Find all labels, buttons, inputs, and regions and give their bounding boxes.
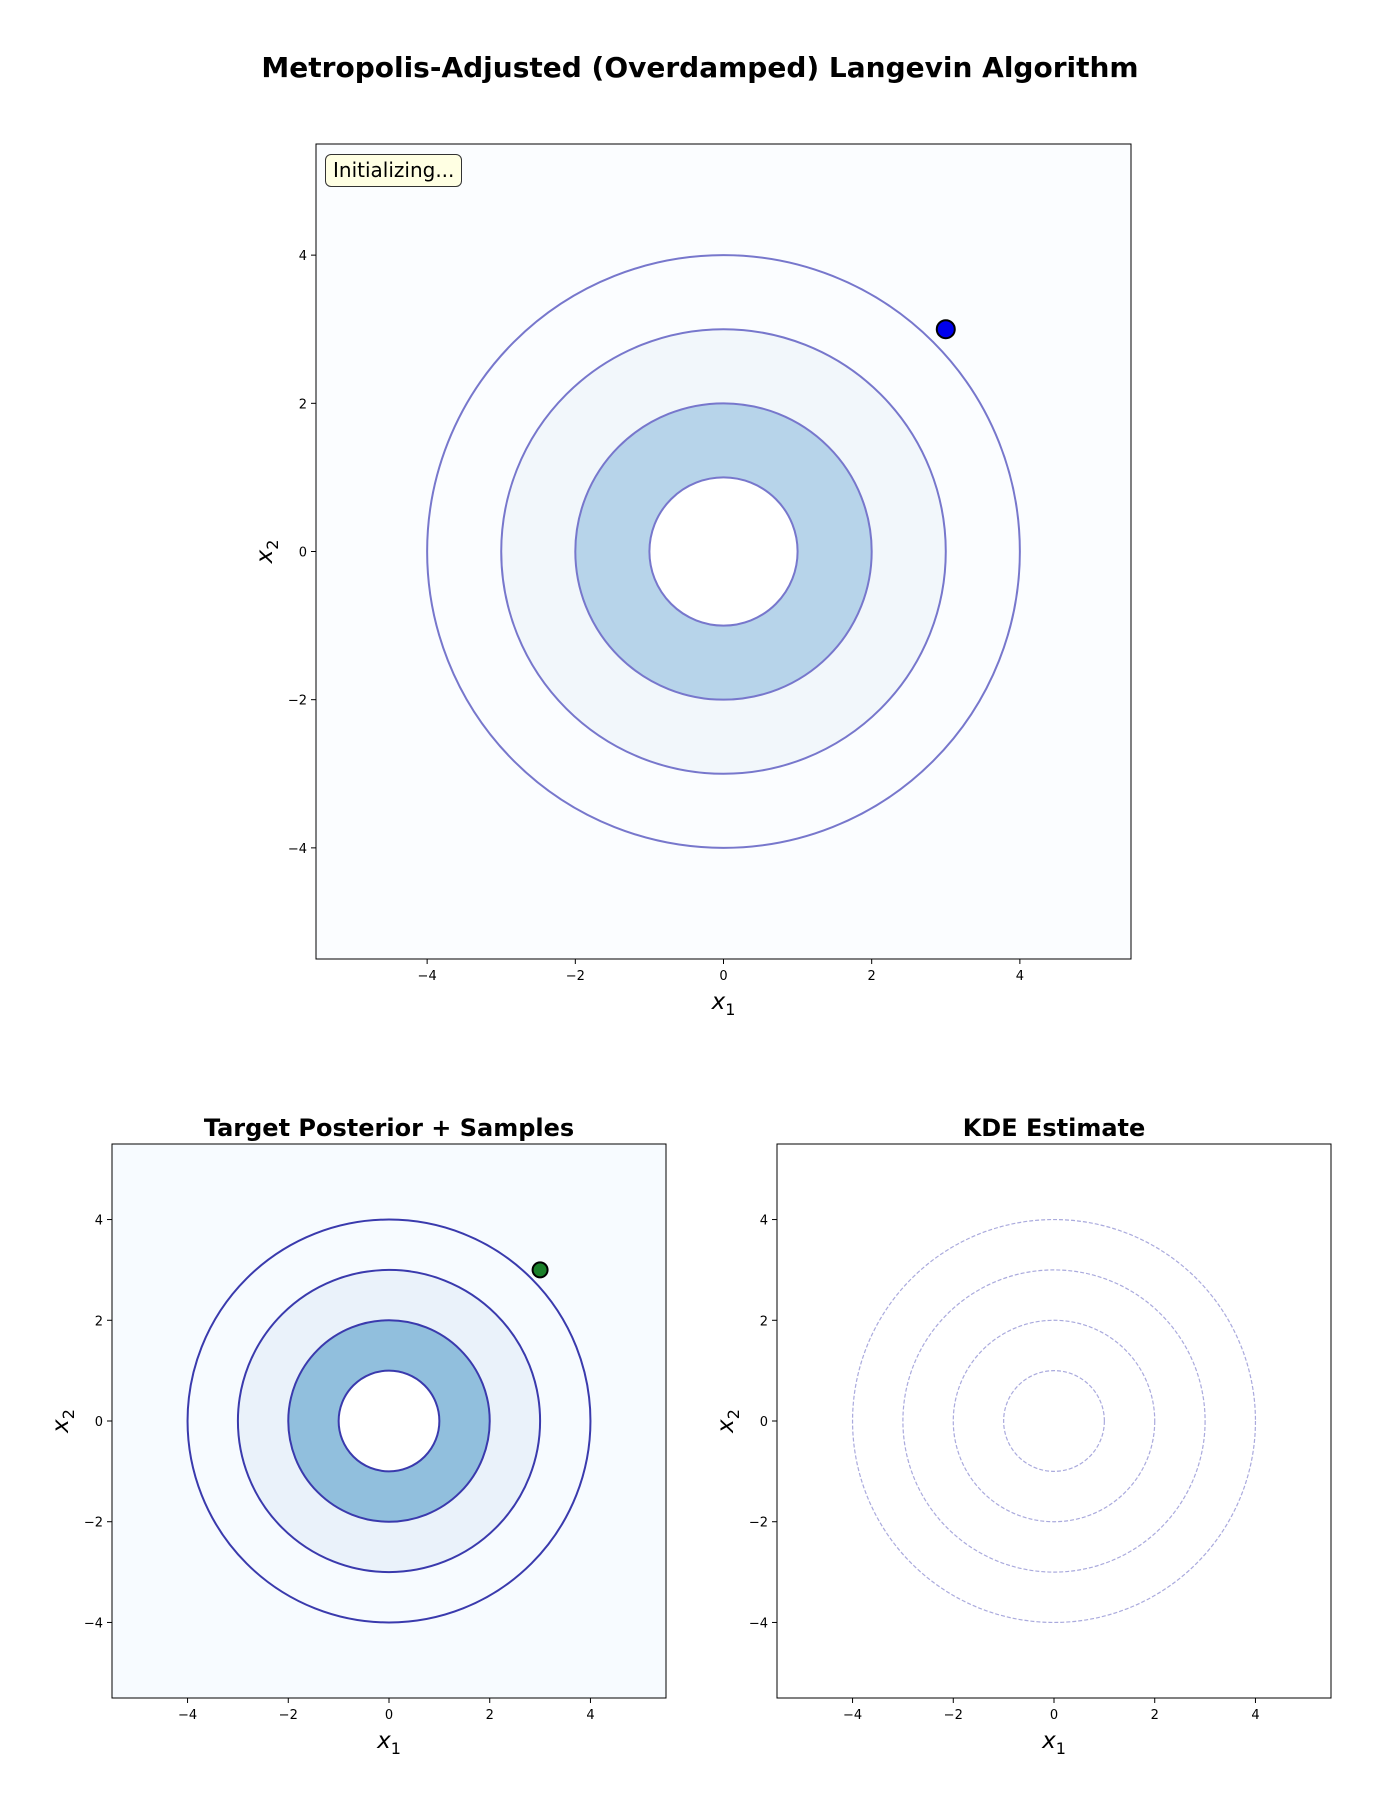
y-axis-label: x2 <box>713 1409 743 1434</box>
contour-line-r1 <box>337 1369 441 1473</box>
kde-estimate-plot: −4 −2 0 2 4 −4 −2 0 2 4 x1 x2 KDE Estimate <box>713 1114 1332 1758</box>
y-tick-label: −4 <box>84 1616 103 1631</box>
contour-fill-r1 <box>338 1370 440 1472</box>
y-tick-label: 2 <box>95 1314 103 1329</box>
y-tick-label: −4 <box>749 1616 768 1631</box>
x-tick-label: 0 <box>1050 1708 1058 1723</box>
contour-line-r4 <box>851 1218 1257 1624</box>
contour-line-r3 <box>236 1268 542 1574</box>
x-tick-label: 2 <box>868 969 876 984</box>
contour-line-r1 <box>1003 1370 1105 1472</box>
x-tick-label: −4 <box>178 1708 197 1723</box>
x-tick-label: −2 <box>279 1708 298 1723</box>
y-tick-label: 0 <box>95 1415 103 1430</box>
y-tick-label: 0 <box>299 546 307 561</box>
y-tick-label: 0 <box>760 1415 768 1430</box>
x-tick-label: −2 <box>566 969 585 984</box>
sample-point <box>531 1261 549 1279</box>
x-tick-label: 0 <box>719 969 727 984</box>
x-tick-label: 2 <box>1151 1708 1159 1723</box>
target-posterior-plot: −4 −2 0 2 4 −4 −2 0 2 4 x1 x2 Target Posterior + Sam… <box>48 1114 667 1758</box>
figure-title: Metropolis-Adjusted (Overdamped) Langevi… <box>261 51 1138 84</box>
contour-line-r4 <box>426 254 1021 849</box>
x-tick-label: 0 <box>385 1708 393 1723</box>
x-tick-label: −4 <box>418 969 437 984</box>
y-axis-label: x2 <box>252 540 282 565</box>
plot-area <box>777 1144 1331 1698</box>
x-tick-label: −2 <box>944 1708 963 1723</box>
y-tick-label: −2 <box>84 1516 103 1531</box>
x-axis-label: x1 <box>376 1728 401 1758</box>
contour-line-r4 <box>186 1218 592 1624</box>
contour-fill-r1 <box>649 477 798 626</box>
y-tick-label: −2 <box>749 1516 768 1531</box>
subplot-title: KDE Estimate <box>963 1114 1146 1142</box>
x-tick-label: 4 <box>1251 1708 1259 1723</box>
x-axis-label: x1 <box>711 989 736 1019</box>
y-tick-label: 4 <box>760 1214 768 1229</box>
y-tick-label: −4 <box>288 842 307 857</box>
contour-line-r1 <box>648 476 799 627</box>
x-tick-label: 4 <box>586 1708 594 1723</box>
main-sampler-plot: −4 −2 0 2 4 −4 −2 0 2 4 x1 x2 <box>252 143 1132 1019</box>
contour-line-r3 <box>902 1269 1206 1573</box>
x-tick-label: −4 <box>843 1708 862 1723</box>
sample-point <box>935 319 956 340</box>
y-tick-label: 2 <box>760 1314 768 1329</box>
y-tick-label: 2 <box>299 397 307 412</box>
x-axis-label: x1 <box>1041 1728 1066 1758</box>
y-tick-label: 4 <box>299 249 307 264</box>
contour-line-r3 <box>500 328 947 775</box>
x-tick-label: 2 <box>486 1708 494 1723</box>
contour-line-r2 <box>574 402 873 701</box>
y-axis-label: x2 <box>48 1409 78 1434</box>
x-tick-label: 4 <box>1016 969 1024 984</box>
status-box: Initializing... <box>325 154 463 187</box>
y-tick-label: 4 <box>95 1214 103 1229</box>
contour-line-r2 <box>287 1319 491 1523</box>
subplot-title: Target Posterior + Samples <box>204 1114 574 1142</box>
y-tick-label: −2 <box>288 694 307 709</box>
contour-line-r2 <box>952 1319 1156 1523</box>
